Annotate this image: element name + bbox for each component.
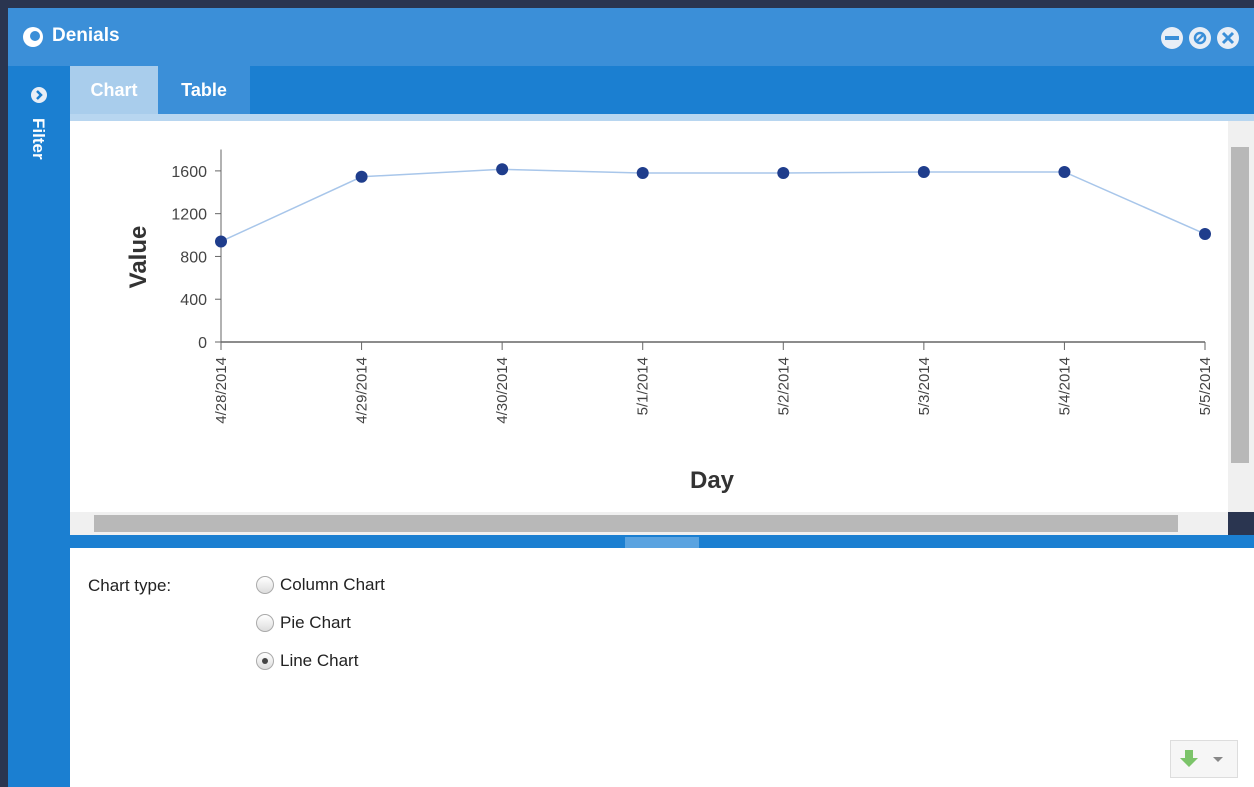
radio-option[interactable]: Column Chart (256, 573, 385, 597)
horizontal-scrollbar[interactable] (70, 512, 1228, 535)
radio-button[interactable] (256, 652, 274, 670)
radio-label: Pie Chart (280, 613, 351, 632)
radio-dot (262, 658, 268, 664)
scroll-thumb[interactable] (94, 515, 1178, 532)
app-icon (23, 27, 43, 47)
window-title: Denials (52, 25, 120, 46)
tab[interactable]: Chart (70, 66, 158, 114)
title-bar: Denials (8, 8, 1254, 66)
radio-option[interactable]: Pie Chart (256, 611, 351, 635)
download-button[interactable] (1170, 740, 1238, 778)
radio-label: Line Chart (280, 651, 359, 670)
window-controls[interactable] (1148, 26, 1248, 50)
options-label: Chart type: (88, 576, 172, 595)
radio-button[interactable] (256, 614, 274, 632)
tab-bar (70, 66, 1254, 114)
sidebar-toggle[interactable] (30, 86, 48, 104)
tab[interactable]: Table (158, 66, 250, 114)
scroll-thumb[interactable] (1231, 147, 1249, 463)
sidebar-label: Filter (29, 118, 48, 160)
vertical-scrollbar[interactable] (1228, 121, 1254, 512)
sidebar[interactable]: Filter (8, 66, 70, 787)
radio-option[interactable]: Line Chart (256, 649, 358, 673)
splitter-handle[interactable] (625, 537, 699, 548)
chart-area (70, 121, 1228, 512)
splitter[interactable] (70, 535, 1254, 548)
radio-button[interactable] (256, 576, 274, 594)
download-icon (1180, 750, 1223, 767)
options-panel: Chart type: (70, 548, 1254, 787)
tab-underline (70, 114, 1254, 121)
radio-label: Column Chart (280, 575, 385, 594)
